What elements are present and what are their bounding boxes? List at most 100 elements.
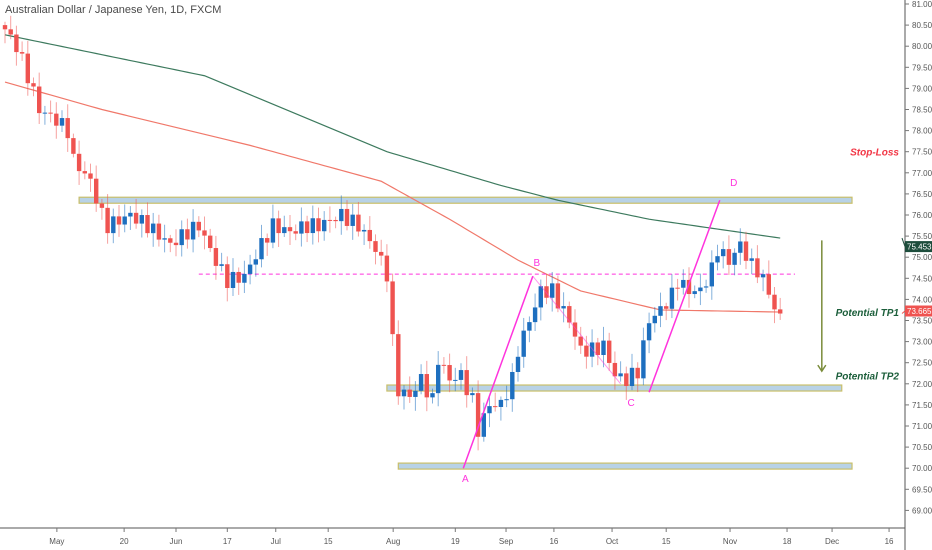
candle-up bbox=[669, 287, 675, 309]
candle-down bbox=[772, 294, 777, 310]
candle-down bbox=[778, 309, 783, 314]
chart-title: Australian Dollar / Japanese Yen, 1D, FX… bbox=[5, 4, 222, 16]
y-tick-label: 77.000 bbox=[912, 169, 932, 178]
moving-average-long bbox=[4, 34, 781, 239]
y-tick-label: 71.500 bbox=[912, 401, 932, 410]
x-tick-label: 15 bbox=[662, 537, 671, 546]
x-tick-label: 16 bbox=[885, 537, 894, 546]
candle-down bbox=[48, 112, 53, 114]
candle-down bbox=[333, 219, 338, 222]
y-tick-label: 78.000 bbox=[912, 127, 932, 136]
candle-up bbox=[190, 221, 196, 240]
y-tick-label: 79.500 bbox=[912, 63, 932, 72]
candle-down bbox=[236, 271, 241, 283]
x-tick-label: Nov bbox=[723, 537, 737, 546]
candle-down bbox=[276, 218, 281, 234]
candle-down bbox=[396, 334, 401, 397]
pattern-point-label-b: B bbox=[533, 258, 540, 269]
candle-down bbox=[185, 229, 190, 240]
pattern-point-label-a: A bbox=[462, 474, 469, 485]
candle-up bbox=[122, 216, 127, 225]
candle-down bbox=[19, 52, 25, 54]
candle-up bbox=[515, 356, 521, 372]
candle-up bbox=[322, 219, 327, 232]
candle-down bbox=[612, 362, 618, 377]
candle-down bbox=[168, 238, 173, 243]
y-tick-label: 80.500 bbox=[912, 21, 932, 30]
candle-down bbox=[755, 258, 760, 278]
candle-down bbox=[173, 242, 179, 246]
moving-average-short bbox=[4, 81, 781, 313]
price-badge-pointer bbox=[901, 310, 906, 314]
pattern-leg-line bbox=[462, 275, 534, 469]
candle-down bbox=[578, 336, 583, 346]
y-tick-label: 76.500 bbox=[912, 190, 932, 199]
candle-down bbox=[384, 255, 390, 282]
candle-up bbox=[652, 315, 657, 324]
candle-down bbox=[14, 34, 19, 53]
pattern-point-label-d: D bbox=[730, 178, 737, 189]
price-badge-label: 73.665 bbox=[907, 307, 932, 316]
candle-up bbox=[504, 399, 509, 401]
price-badge-label: 75.453 bbox=[907, 243, 932, 252]
candle-down bbox=[94, 178, 99, 204]
candle-down bbox=[373, 241, 378, 252]
candle-down bbox=[71, 138, 76, 154]
candle-down bbox=[213, 248, 219, 266]
candle-down bbox=[76, 153, 82, 172]
y-tick-label: 77.500 bbox=[912, 148, 932, 157]
y-tick-label: 72.500 bbox=[912, 359, 932, 368]
candle-down bbox=[54, 113, 59, 126]
candle-down bbox=[116, 216, 122, 225]
y-tick-label: 78.500 bbox=[912, 106, 932, 115]
candle-up bbox=[339, 208, 344, 222]
candle-up bbox=[59, 118, 65, 126]
candle-down bbox=[379, 251, 384, 256]
candle-up bbox=[458, 370, 464, 380]
candle-down bbox=[390, 281, 395, 335]
pattern-point-label-c: C bbox=[627, 398, 634, 409]
candle-down bbox=[31, 83, 36, 87]
x-tick-label: Jun bbox=[170, 537, 183, 546]
candle-up bbox=[139, 215, 144, 224]
candle-down bbox=[344, 208, 350, 226]
candle-up bbox=[270, 218, 276, 243]
horizontal-zone bbox=[397, 462, 853, 470]
candle-up bbox=[453, 379, 458, 381]
candle-down bbox=[356, 214, 361, 232]
y-tick-label: 80.000 bbox=[912, 42, 932, 51]
take-profit-label: Potential TP1 bbox=[836, 308, 900, 319]
candle-up bbox=[230, 271, 236, 288]
pattern-leg-line bbox=[648, 199, 721, 393]
y-tick-label: 72.000 bbox=[912, 380, 932, 389]
candle-up bbox=[521, 330, 526, 357]
candle-up bbox=[299, 221, 304, 234]
x-tick-label: Aug bbox=[386, 537, 400, 546]
candle-up bbox=[698, 287, 703, 292]
x-tick-label: May bbox=[49, 537, 64, 546]
candle-up bbox=[436, 364, 441, 394]
candle-down bbox=[367, 229, 372, 242]
y-tick-label: 81.000 bbox=[912, 0, 932, 9]
x-tick-label: 17 bbox=[223, 537, 232, 546]
candle-down bbox=[293, 231, 298, 234]
candle-down bbox=[316, 218, 321, 232]
candle-down bbox=[88, 173, 93, 179]
take-profit-label: Potential TP2 bbox=[836, 371, 900, 382]
candle-down bbox=[105, 207, 110, 234]
candle-up bbox=[282, 227, 287, 234]
candle-up bbox=[128, 212, 133, 217]
candle-down bbox=[156, 223, 162, 240]
candle-down bbox=[493, 406, 498, 408]
candle-up bbox=[721, 249, 726, 257]
x-tick-label: Jul bbox=[271, 537, 281, 546]
y-tick-label: 71.000 bbox=[912, 422, 932, 431]
candle-up bbox=[470, 393, 475, 396]
candle-down bbox=[635, 367, 640, 379]
y-tick-label: 69.000 bbox=[912, 506, 932, 515]
candle-up bbox=[162, 238, 167, 240]
y-tick-label: 73.500 bbox=[912, 317, 932, 326]
candle-up bbox=[760, 274, 766, 278]
y-tick-label: 74.500 bbox=[912, 274, 932, 283]
